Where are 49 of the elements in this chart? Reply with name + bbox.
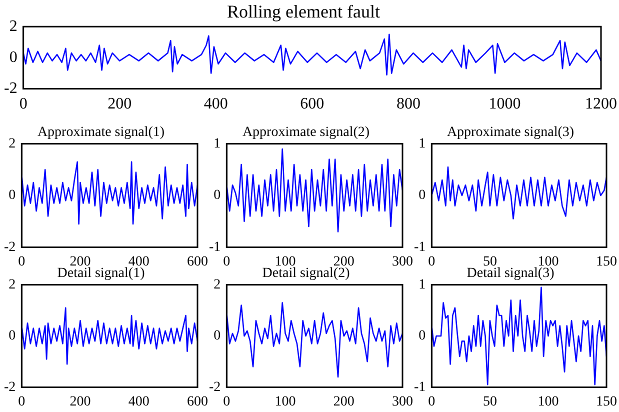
- y-tick-label: 1: [418, 136, 426, 152]
- x-tick-label: 300: [392, 394, 413, 410]
- y-tick-label: 2: [214, 277, 221, 292]
- x-tick-label: 0: [223, 394, 230, 410]
- y-tick-label: 1: [214, 136, 221, 152]
- x-tick-label: 600: [187, 254, 208, 270]
- x-tick-label: 0: [223, 254, 230, 270]
- x-tick-label: 1200: [585, 96, 617, 113]
- y-tick-label: -2: [208, 380, 221, 395]
- y-tick-label: 0: [214, 328, 221, 344]
- y-tick-label: 2: [9, 18, 18, 35]
- x-tick-label: 150: [596, 394, 617, 410]
- x-tick-label: 600: [300, 96, 324, 113]
- x-tick-label: 200: [108, 96, 132, 113]
- chart-title: Approximate signal(1): [37, 125, 165, 140]
- y-tick-label: -1: [414, 380, 426, 395]
- y-tick-label: 0: [8, 328, 16, 344]
- y-tick-label: -2: [4, 380, 16, 395]
- y-tick-label: -2: [4, 80, 18, 98]
- chart-title: Detail signal(2): [262, 266, 350, 282]
- x-tick-label: 150: [596, 254, 617, 270]
- x-tick-label: 50: [482, 394, 497, 410]
- x-tick-label: 200: [70, 394, 91, 410]
- x-tick-label: 100: [538, 394, 559, 410]
- y-tick-label: 2: [8, 136, 16, 152]
- chart-title: Approximate signal(3): [446, 125, 574, 140]
- x-tick-label: 0: [428, 254, 436, 270]
- y-tick-label: 1: [418, 277, 426, 292]
- x-tick-label: 300: [392, 254, 413, 270]
- x-tick-label: 600: [187, 394, 208, 410]
- y-tick-label: 0: [418, 328, 426, 344]
- y-tick-label: 2: [8, 277, 16, 292]
- y-tick-label: -2: [4, 240, 16, 255]
- x-tick-label: 1000: [488, 96, 521, 113]
- chart-title: Rolling element fault: [227, 2, 380, 22]
- x-tick-label: 400: [204, 96, 228, 113]
- x-tick-label: 0: [428, 394, 436, 410]
- y-tick-label: -1: [208, 240, 221, 255]
- chart-title: Approximate signal(2): [242, 125, 370, 140]
- x-tick-label: 400: [128, 394, 150, 410]
- y-tick-label: 0: [8, 188, 16, 204]
- y-tick-label: 0: [9, 48, 18, 66]
- chart-title: Detail signal(1): [57, 266, 146, 282]
- y-tick-label: 0: [418, 188, 426, 204]
- y-tick-label: 0: [214, 188, 221, 204]
- x-tick-label: 100: [274, 394, 296, 410]
- x-tick-label: 800: [396, 96, 420, 113]
- y-tick-label: -1: [414, 240, 426, 255]
- x-tick-label: 200: [333, 394, 354, 410]
